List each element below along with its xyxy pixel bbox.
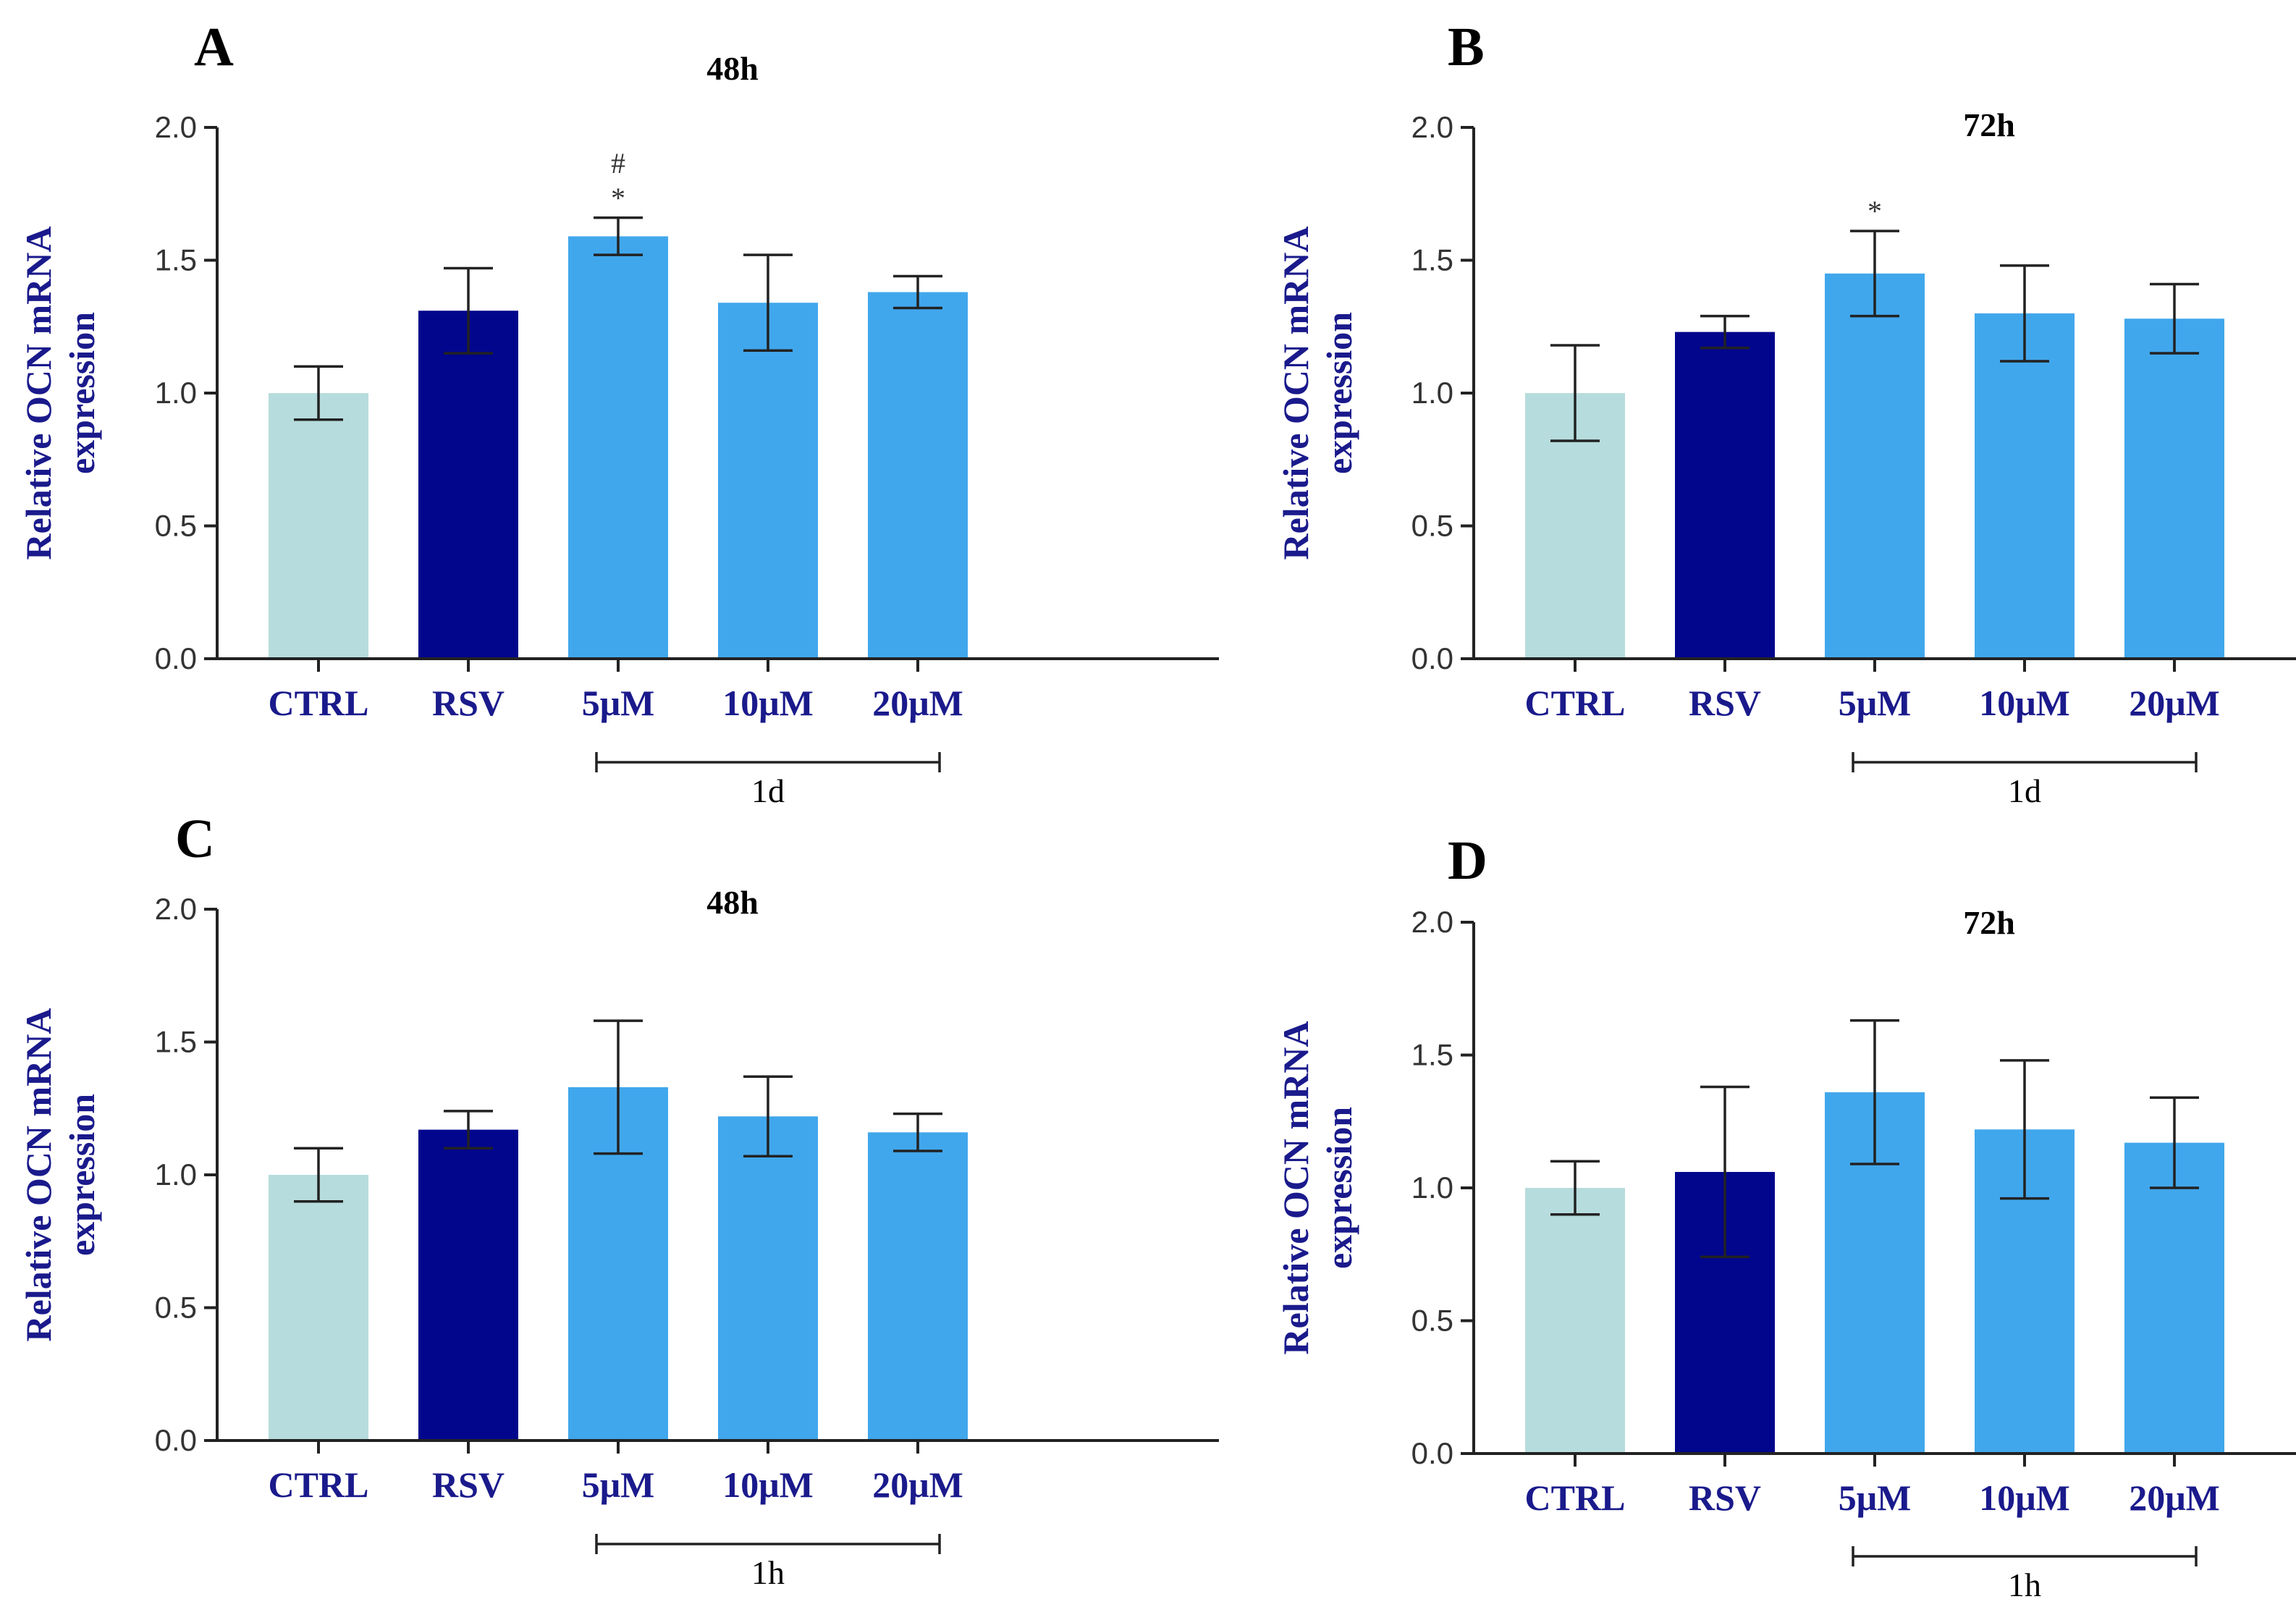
bar-d-4 — [2124, 1142, 2224, 1454]
y-axis-label: Relative OCN mRNAexpression — [1275, 226, 1359, 560]
bar-b-2 — [1825, 273, 1925, 659]
y-tick-label: 0.5 — [155, 1291, 197, 1325]
bar-c-4 — [868, 1132, 968, 1441]
chart-panel-a: A 48h Relative OCN mRNAexpression # * 0.0 0.5 1… — [18, 17, 1219, 809]
y-axis-label-line2: expression — [1319, 1107, 1359, 1269]
y-tick-label: 1.0 — [155, 376, 197, 410]
category-label: CTRL — [1525, 683, 1626, 723]
group-label: 1h — [2008, 1566, 2041, 1603]
panel-letter: A — [194, 17, 234, 77]
category-label: 5μM — [1839, 1477, 1912, 1518]
y-tick-label: 0.0 — [1411, 641, 1453, 675]
category-label: 10μM — [722, 1464, 814, 1505]
y-tick-label: 0.5 — [155, 509, 197, 543]
category-label: 10μM — [722, 683, 814, 723]
y-tick-label: 1.0 — [1411, 376, 1453, 410]
y-tick-label: 2.0 — [1411, 110, 1453, 144]
y-tick-label: 0.0 — [155, 1423, 197, 1457]
y-tick-label: 1.5 — [1411, 243, 1453, 277]
category-label: RSV — [432, 683, 505, 723]
category-label: 10μM — [1979, 1477, 2070, 1518]
chart-panel-d: D 72h Relative OCN mRNAexpression 0.0 0.5 1.0… — [1275, 830, 2296, 1603]
bar-a-2 — [568, 236, 668, 659]
category-label: CTRL — [269, 1464, 369, 1505]
y-tick-label: 0.0 — [1411, 1436, 1453, 1470]
y-axis-label-line2: expression — [1319, 312, 1359, 474]
y-tick-label: 2.0 — [155, 110, 197, 144]
y-axis-label-line1: Relative OCN mRNA — [18, 1008, 59, 1341]
category-label: 20μM — [872, 1464, 963, 1505]
y-axis-label-line2: expression — [62, 1094, 102, 1256]
bar-a-1 — [418, 311, 518, 659]
y-axis-label-line1: Relative OCN mRNA — [18, 226, 59, 560]
bar-a-4 — [868, 292, 968, 659]
significance-line: * — [1867, 195, 1882, 227]
y-tick-label: 1.0 — [1411, 1171, 1453, 1205]
chart-panel-c: C 48h Relative OCN mRNAexpression 0.0 0.5 1.0… — [18, 809, 1219, 1591]
category-label: RSV — [1689, 1477, 1761, 1518]
panel-title: 72h — [1963, 106, 2015, 143]
category-label: 20μM — [872, 683, 963, 723]
category-label: 20μM — [2129, 1477, 2220, 1518]
category-label: 5μM — [582, 1464, 655, 1505]
category-label: 5μM — [582, 683, 655, 723]
y-tick-label: 1.5 — [155, 1025, 197, 1059]
y-tick-label: 2.0 — [1411, 905, 1453, 939]
panel-title: 48h — [706, 884, 759, 921]
significance-marker: # * — [611, 147, 625, 214]
panel-letter: D — [1448, 830, 1487, 891]
group-label: 1d — [751, 772, 785, 809]
y-tick-label: 0.0 — [155, 641, 197, 675]
significance-line: * — [611, 182, 625, 214]
bar-b-1 — [1675, 332, 1775, 659]
y-axis-label: Relative OCN mRNAexpression — [18, 1008, 102, 1341]
significance-line: # — [611, 147, 625, 180]
panel-title: 48h — [706, 50, 759, 87]
bar-d-0 — [1525, 1188, 1625, 1454]
panel-letter: B — [1448, 17, 1485, 77]
bar-b-4 — [2124, 319, 2224, 659]
y-tick-label: 1.5 — [155, 243, 197, 277]
group-label: 1d — [2008, 772, 2041, 809]
y-tick-label: 2.0 — [155, 892, 197, 926]
y-tick-label: 0.5 — [1411, 1304, 1453, 1338]
bar-c-1 — [418, 1129, 518, 1441]
y-axis-label-line1: Relative OCN mRNA — [1275, 226, 1316, 560]
chart-panel-b: B 72h Relative OCN mRNAexpression * 0.0 0.5 1.… — [1275, 17, 2296, 809]
panel-letter: C — [175, 809, 215, 869]
bar-c-3 — [718, 1116, 818, 1441]
bar-b-3 — [1975, 313, 2075, 659]
bar-a-3 — [718, 303, 818, 659]
y-axis-label: Relative OCN mRNAexpression — [1275, 1021, 1359, 1354]
y-axis-label: Relative OCN mRNAexpression — [18, 226, 102, 560]
panel-title: 72h — [1963, 904, 2015, 941]
bar-c-0 — [269, 1175, 368, 1441]
group-label: 1h — [751, 1554, 785, 1591]
category-label: 10μM — [1979, 683, 2070, 723]
y-tick-label: 1.5 — [1411, 1038, 1453, 1072]
y-axis-label-line1: Relative OCN mRNA — [1275, 1021, 1316, 1354]
category-label: 20μM — [2129, 683, 2220, 723]
y-tick-label: 0.5 — [1411, 509, 1453, 543]
bar-a-0 — [269, 393, 368, 659]
category-label: CTRL — [269, 683, 369, 723]
category-label: RSV — [432, 1464, 505, 1505]
category-label: CTRL — [1525, 1477, 1626, 1518]
y-tick-label: 1.0 — [155, 1157, 197, 1191]
significance-marker: * — [1867, 195, 1882, 227]
category-label: RSV — [1689, 683, 1761, 723]
y-axis-label-line2: expression — [62, 312, 102, 474]
category-label: 5μM — [1839, 683, 1912, 723]
